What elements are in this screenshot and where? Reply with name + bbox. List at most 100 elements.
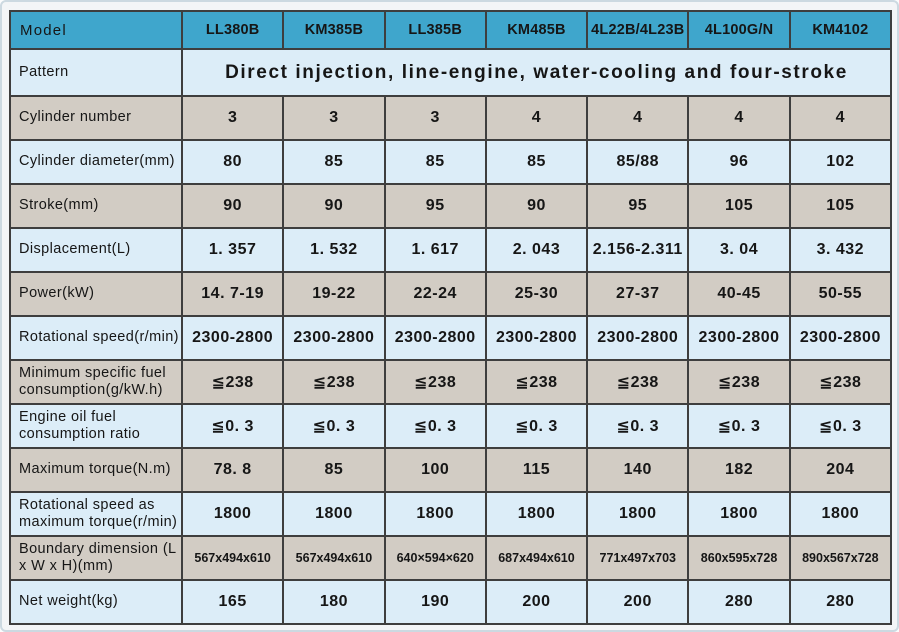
- value-cell: 1. 357: [180, 227, 285, 273]
- value-cell: 1800: [687, 491, 791, 537]
- value-cell: 1. 532: [282, 227, 386, 273]
- value-cell: 102: [788, 139, 893, 185]
- pattern-row-label: Pattern: [9, 48, 183, 97]
- value-cell: 640×594×620: [383, 535, 487, 581]
- value-cell: ≦0. 3: [484, 403, 589, 449]
- value-cell: 85: [383, 139, 487, 185]
- value-cell: 771x497x703: [586, 535, 690, 581]
- model-corner-label: Model: [9, 10, 183, 50]
- value-cell: 3. 432: [788, 227, 893, 273]
- value-cell: 1800: [282, 491, 386, 537]
- value-cell: 1800: [586, 491, 690, 537]
- model-header-cell: LL380B: [180, 10, 285, 50]
- value-cell: 95: [383, 183, 487, 229]
- value-cell: 687x494x610: [484, 535, 589, 581]
- value-cell: 100: [383, 447, 487, 493]
- value-cell: 2300-2800: [282, 315, 386, 361]
- row-label: Power(kW): [9, 271, 183, 317]
- value-cell: 860x595x728: [687, 535, 791, 581]
- value-cell: 204: [788, 447, 893, 493]
- value-cell: 2300-2800: [180, 315, 285, 361]
- pattern-row-value: Direct injection, line-engine, water-coo…: [181, 48, 892, 97]
- model-header-cell: LL385B: [383, 10, 487, 50]
- value-cell: ≦238: [484, 359, 589, 405]
- table-row: Boundary dimension (L x W x H)(mm) 567x49…: [9, 535, 893, 581]
- value-cell: ≦0. 3: [788, 403, 893, 449]
- value-cell: 4: [687, 95, 791, 141]
- value-cell: 2300-2800: [687, 315, 791, 361]
- value-cell: 280: [788, 579, 893, 625]
- value-cell: 567x494x610: [180, 535, 285, 581]
- row-label: Rotational speed(r/min): [9, 315, 183, 361]
- value-cell: 2300-2800: [788, 315, 893, 361]
- value-cell: 280: [687, 579, 791, 625]
- value-cell: 115: [484, 447, 589, 493]
- value-cell: 1800: [383, 491, 487, 537]
- value-cell: 85: [282, 139, 386, 185]
- value-cell: 1. 617: [383, 227, 487, 273]
- value-cell: 1800: [484, 491, 589, 537]
- value-cell: 567x494x610: [282, 535, 386, 581]
- table-row: Power(kW) 14. 7-19 19-22 22-24 25-30 27-37 40-…: [9, 271, 893, 317]
- table-row: Rotational speed as maximum torque(r/min…: [9, 491, 893, 537]
- value-cell: 180: [282, 579, 386, 625]
- value-cell: 140: [586, 447, 690, 493]
- model-header-cell: KM385B: [282, 10, 386, 50]
- value-cell: ≦0. 3: [180, 403, 285, 449]
- value-cell: 27-37: [586, 271, 690, 317]
- value-cell: 890x567x728: [788, 535, 893, 581]
- value-cell: 25-30: [484, 271, 589, 317]
- table-row: Cylinder number 3 3 3 4 4 4 4: [9, 95, 893, 141]
- value-cell: 1800: [788, 491, 893, 537]
- model-header-cell: KM485B: [484, 10, 589, 50]
- value-cell: 22-24: [383, 271, 487, 317]
- value-cell: 50-55: [788, 271, 893, 317]
- value-cell: 165: [180, 579, 285, 625]
- table-row: Net weight(kg) 165 180 190 200 200 280 280: [9, 579, 893, 625]
- value-cell: 96: [687, 139, 791, 185]
- table-row: Engine oil fuel consumption ratio ≦0. 3 ≦0…: [9, 403, 893, 449]
- value-cell: 40-45: [687, 271, 791, 317]
- value-cell: ≦238: [788, 359, 893, 405]
- value-cell: 85: [484, 139, 589, 185]
- value-cell: 3: [282, 95, 386, 141]
- row-label: Boundary dimension (L x W x H)(mm): [9, 535, 183, 581]
- value-cell: 85/88: [586, 139, 690, 185]
- value-cell: 4: [484, 95, 589, 141]
- row-label: Rotational speed as maximum torque(r/min…: [9, 491, 183, 537]
- pattern-row: Pattern Direct injection, line-engine, w…: [9, 48, 892, 97]
- table-row: Minimum specific fuel consumption(g/kW.h…: [9, 359, 893, 405]
- table-row: Rotational speed(r/min) 2300-2800 2300-280…: [9, 315, 893, 361]
- table-row: Cylinder diameter(mm) 80 85 85 85 85/88 96 102: [9, 139, 893, 185]
- value-cell: ≦0. 3: [586, 403, 690, 449]
- value-cell: ≦0. 3: [687, 403, 791, 449]
- value-cell: ≦238: [282, 359, 386, 405]
- value-cell: 182: [687, 447, 791, 493]
- value-cell: 1800: [180, 491, 285, 537]
- table-row: Stroke(mm) 90 90 95 90 95 105 105: [9, 183, 893, 229]
- value-cell: 2300-2800: [383, 315, 487, 361]
- value-cell: 80: [180, 139, 285, 185]
- row-label: Engine oil fuel consumption ratio: [9, 403, 183, 449]
- value-cell: 190: [383, 579, 487, 625]
- model-header-cell: KM4102: [788, 10, 893, 50]
- row-label: Maximum torque(N.m): [9, 447, 183, 493]
- value-cell: 105: [687, 183, 791, 229]
- value-cell: 4: [788, 95, 893, 141]
- spec-rows: Pattern Direct injection, line-engine, w…: [9, 48, 893, 625]
- value-cell: 90: [180, 183, 285, 229]
- value-cell: ≦238: [383, 359, 487, 405]
- value-cell: 200: [586, 579, 690, 625]
- row-label: Cylinder diameter(mm): [9, 139, 183, 185]
- value-cell: ≦0. 3: [282, 403, 386, 449]
- value-cell: 2300-2800: [484, 315, 589, 361]
- value-cell: 19-22: [282, 271, 386, 317]
- value-cell: 4: [586, 95, 690, 141]
- model-header-cell: 4L22B/4L23B: [586, 10, 690, 50]
- value-cell: 3: [383, 95, 487, 141]
- model-header-cell: 4L100G/N: [687, 10, 791, 50]
- value-cell: 90: [282, 183, 386, 229]
- value-cell: 14. 7-19: [180, 271, 285, 317]
- value-cell: 105: [788, 183, 893, 229]
